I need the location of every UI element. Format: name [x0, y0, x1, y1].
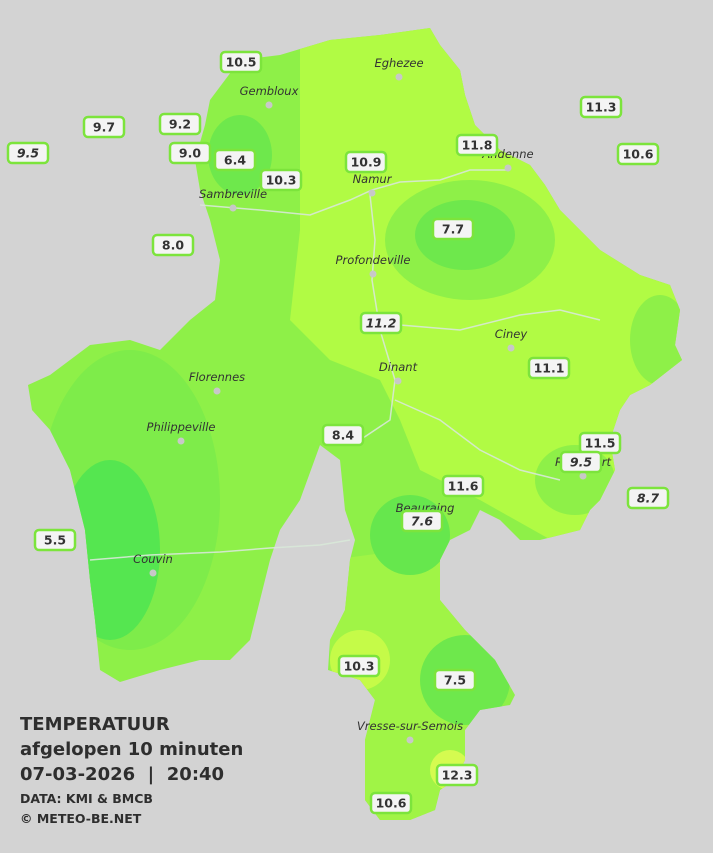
title: TEMPERATUUR	[20, 714, 170, 735]
station-value: 11.2	[366, 316, 397, 331]
station-value: 10.3	[344, 659, 375, 674]
station-value: 9.0	[179, 146, 201, 161]
station-box	[441, 474, 485, 498]
station-box	[337, 654, 381, 678]
city-name: Gembloux	[240, 84, 299, 98]
station-box	[435, 763, 479, 787]
station-value: 11.8	[462, 138, 493, 153]
city-dot	[507, 344, 515, 352]
station-box	[359, 311, 403, 335]
station-value: 10.9	[351, 155, 382, 170]
subtitle: afgelopen 10 minuten	[20, 739, 243, 760]
city-name: Ciney	[495, 327, 528, 341]
station-box	[151, 233, 195, 257]
city-name: Namur	[353, 172, 393, 186]
city-dot	[229, 204, 237, 212]
station-box	[626, 486, 670, 510]
station-box	[433, 668, 477, 692]
station-value: 8.4	[332, 428, 354, 443]
station-value: 7.5	[444, 673, 466, 688]
station-value: 8.7	[637, 491, 659, 506]
city-dot	[265, 101, 273, 109]
station-value: 5.5	[44, 533, 66, 548]
city-dot	[406, 736, 414, 744]
city-name: Philippeville	[147, 420, 216, 434]
station-box	[579, 95, 623, 119]
station-value: 10.6	[623, 147, 654, 162]
station-value: 9.2	[169, 117, 191, 132]
city-name: Dinant	[379, 360, 418, 374]
city-dot	[395, 73, 403, 81]
city-dot	[149, 569, 157, 577]
station-value: 11.3	[586, 100, 617, 115]
station-box	[616, 142, 660, 166]
labels: EghezeeGemblouxAndenneNamurSambrevillePr…	[6, 50, 670, 815]
station-box	[259, 168, 303, 192]
station-value: 10.5	[226, 55, 257, 70]
city-dot	[394, 377, 402, 385]
city-dot	[579, 472, 587, 480]
station-value: 9.5	[17, 146, 39, 161]
station-box	[158, 112, 202, 136]
city-dot	[504, 164, 512, 172]
city-name: Vresse-sur-Semois	[357, 719, 463, 733]
station-box	[213, 148, 257, 172]
source: DATA: KMI & BMCB	[20, 791, 153, 806]
credit: © METEO-BE.NET	[20, 811, 142, 826]
station-box	[455, 133, 499, 157]
station-value: 12.3	[442, 768, 473, 783]
station-value: 7.7	[442, 222, 464, 237]
station-value: 11.1	[534, 361, 565, 376]
station-value: 11.5	[585, 436, 616, 451]
station-value: 9.7	[93, 120, 115, 135]
city-name: Sambreville	[199, 187, 267, 201]
station-box	[344, 150, 388, 174]
station-value: 7.6	[411, 514, 433, 529]
station-value: 10.3	[266, 173, 297, 188]
city-dot	[213, 387, 221, 395]
station-value: 10.6	[376, 796, 407, 811]
station-box	[369, 791, 413, 815]
station-box	[6, 141, 50, 165]
station-box	[321, 423, 365, 447]
city-name: Florennes	[189, 370, 245, 384]
legend-block: TEMPERATUUR afgelopen 10 minuten 07-03-2…	[20, 714, 243, 826]
station-box	[168, 141, 212, 165]
city-dot	[368, 189, 376, 197]
city-dot	[177, 437, 185, 445]
station-box	[559, 450, 603, 474]
station-box	[400, 509, 444, 533]
city-name: Couvin	[133, 552, 173, 566]
station-box	[82, 115, 126, 139]
station-value: 9.5	[570, 455, 592, 470]
station-value: 6.4	[224, 153, 246, 168]
station-box	[431, 217, 475, 241]
station-value: 11.6	[448, 479, 479, 494]
datetime: 07-03-2026 | 20:40	[20, 764, 224, 785]
city-dot	[369, 270, 377, 278]
station-box	[527, 356, 571, 380]
station-value: 8.0	[162, 238, 184, 253]
station-box	[33, 528, 77, 552]
city-name: Eghezee	[374, 56, 423, 70]
city-name: Profondeville	[336, 253, 411, 267]
station-box	[219, 50, 263, 74]
